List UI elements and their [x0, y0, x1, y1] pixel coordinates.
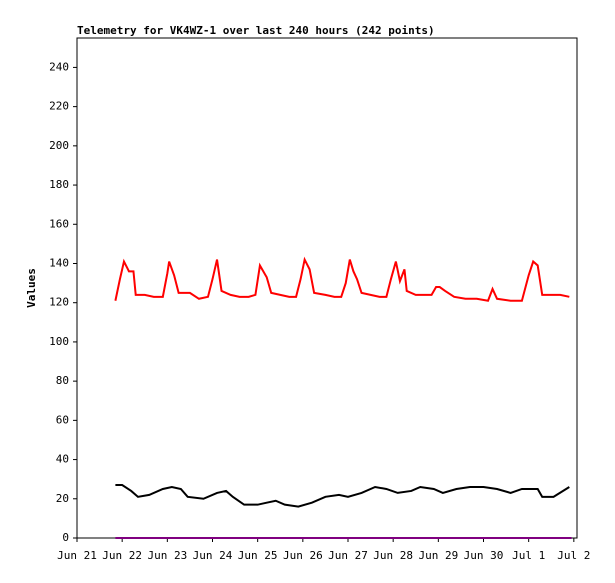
y-tick-label: 20	[56, 492, 69, 505]
y-tick-label: 120	[49, 296, 69, 309]
series-line	[115, 484, 570, 508]
x-tick-label: Jul 2	[557, 549, 590, 562]
y-tick-label: 60	[56, 413, 69, 426]
y-tick-label: 180	[49, 178, 69, 191]
series-line	[114, 256, 570, 302]
chart-title: Telemetry for VK4WZ-1 over last 240 hour…	[77, 24, 435, 37]
x-tick-label: Jun 24	[193, 549, 233, 562]
y-tick-label: 0	[62, 531, 69, 544]
x-tick-label: Jun 30	[464, 549, 504, 562]
x-tick-label: Jun 22	[102, 549, 142, 562]
x-tick-label: Jun 29	[418, 549, 458, 562]
y-tick-label: 80	[56, 374, 69, 387]
y-tick-label: 220	[49, 100, 69, 113]
y-axis-label: Values	[25, 268, 38, 308]
x-tick-label: Jun 26	[283, 549, 323, 562]
x-tick-label: Jul 1	[512, 549, 545, 562]
x-tick-label: Jun 27	[328, 549, 368, 562]
x-tick-label: Jun 25	[238, 549, 278, 562]
y-tick-label: 140	[49, 256, 69, 269]
y-tick-label: 40	[56, 453, 69, 466]
y-tick-label: 200	[49, 139, 69, 152]
y-tick-label: 240	[49, 60, 69, 73]
x-tick-label: Jun 21	[57, 549, 97, 562]
y-tick-label: 160	[49, 217, 69, 230]
plot-frame	[76, 37, 578, 539]
y-tick-label: 100	[49, 335, 69, 348]
x-tick-label: Jun 23	[147, 549, 187, 562]
x-tick-label: Jun 28	[373, 549, 413, 562]
